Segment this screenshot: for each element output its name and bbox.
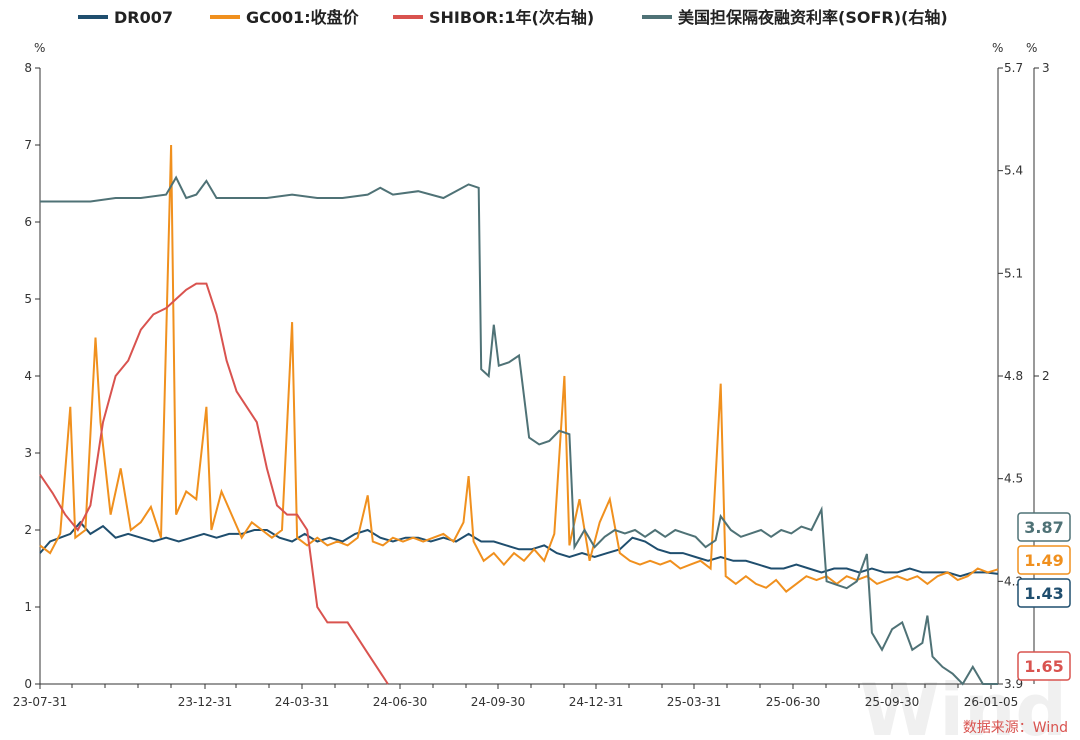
legend-label-sofr: 美国担保隔夜融资利率(SOFR)(右轴): [678, 8, 948, 27]
end-label-dr007: 1.43: [1024, 584, 1063, 603]
legend: DR007 GC001:收盘价 SHIBOR:1年(次右轴) 美国担保隔夜融资利率(S…: [78, 8, 948, 27]
left-tick-label: 5: [24, 292, 32, 306]
end-label-box-gc001: [1017, 545, 1071, 575]
legend-label-dr007: DR007: [114, 8, 173, 27]
left-tick-label: 8: [24, 61, 32, 75]
left-tick-label: 4: [24, 369, 32, 383]
x-tick-label: 25-03-31: [667, 695, 721, 709]
end-label-shibor: 1.65: [1024, 657, 1063, 676]
x-tick-label: 24-03-31: [275, 695, 329, 709]
right2-tick-label: 2: [1042, 369, 1050, 383]
left-tick-label: 6: [24, 215, 32, 229]
x-tick-label: 23-07-31: [13, 695, 67, 709]
series-line-shibor: [39, 282, 389, 685]
right-tick-label: 4.8: [1004, 369, 1023, 383]
right-tick-label: 5.1: [1004, 266, 1023, 280]
legend-label-gc001: GC001:收盘价: [246, 8, 360, 27]
end-label-gc001: 1.49: [1024, 551, 1063, 570]
legend-label-shibor: SHIBOR:1年(次右轴): [429, 8, 594, 27]
x-tick-label: 25-09-30: [865, 695, 919, 709]
left-axis-unit: %: [34, 41, 45, 55]
end-labels: 3.87 1.49 1.43 1.65: [1017, 512, 1071, 681]
series-line-sofr: [40, 175, 998, 686]
series-line-dr007: [39, 520, 999, 578]
right-axis-unit: %: [992, 41, 1003, 55]
left-tick-label: 2: [24, 523, 32, 537]
left-tick-label: 3: [24, 446, 32, 460]
x-tick-label: 25-06-30: [766, 695, 820, 709]
right-tick-label: 5.7: [1004, 61, 1023, 75]
left-tick-label: 0: [24, 677, 32, 691]
x-tick-label: 24-06-30: [373, 695, 427, 709]
end-label-box-sofr: [1017, 512, 1071, 542]
series-lines: [39, 144, 999, 686]
left-tick-label: 1: [24, 600, 32, 614]
x-tick-label: 24-12-31: [569, 695, 623, 709]
right-tick-label: 4.5: [1004, 472, 1023, 486]
axes: 0123456783.94.24.54.85.15.45.72323-07-31…: [13, 61, 1050, 709]
source-note: 数据来源：Wind: [963, 720, 1068, 736]
end-label-box-shibor: [1017, 651, 1071, 681]
right2-tick-label: 3: [1042, 61, 1050, 75]
right-tick-label: 3.9: [1004, 677, 1023, 691]
x-tick-label: 24-09-30: [471, 695, 525, 709]
right-tick-label: 5.4: [1004, 164, 1023, 178]
end-label-box-dr007: [1017, 578, 1071, 608]
right2-axis-unit: %: [1026, 41, 1037, 55]
end-label-sofr: 3.87: [1024, 518, 1063, 537]
x-tick-label: 26-01-05: [964, 695, 1018, 709]
x-tick-label: 23-12-31: [178, 695, 232, 709]
series-line-gc001: [39, 144, 999, 593]
left-tick-label: 7: [24, 138, 32, 152]
